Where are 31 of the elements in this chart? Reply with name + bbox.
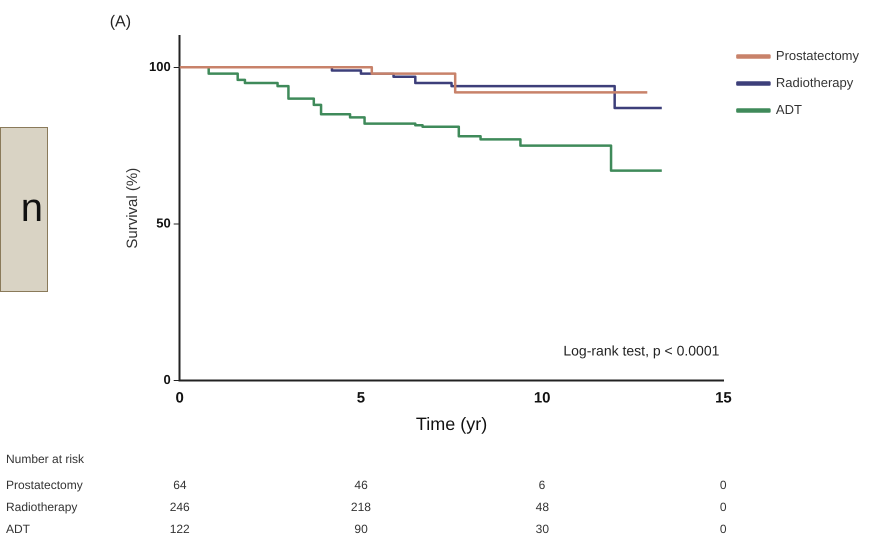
text: 0 (720, 522, 727, 536)
text: 6 (538, 478, 546, 492)
text: 46 (354, 478, 368, 492)
text: ADT (6, 522, 30, 536)
text: Prostatectomy (6, 478, 83, 492)
x-tick-label: 15 (715, 390, 732, 407)
text: Radiotherapy (6, 500, 78, 514)
text: 0 (720, 500, 727, 514)
legend-label: ADT (776, 102, 802, 118)
text: 64 (173, 478, 187, 492)
chart-title: (A) (110, 13, 132, 30)
y-axis-title: Survival (%) (124, 168, 142, 249)
text: 218 (350, 500, 371, 514)
y-tick-label: 100 (148, 58, 171, 74)
text: 30 (536, 522, 550, 536)
y-tick-label: 50 (156, 215, 171, 230)
text-box: n (0, 127, 48, 292)
legend-label: Prostatectomy (776, 48, 860, 64)
x-axis-title: Time (yr) (416, 414, 488, 434)
x-tick-label: 10 (534, 390, 551, 407)
legend-label: Radiotherapy (776, 75, 854, 90)
text: Number at risk (6, 452, 84, 466)
y-tick-label: 0 (163, 372, 171, 387)
text: 48 (536, 500, 550, 514)
text: 122 (170, 522, 190, 536)
text: 90 (354, 522, 368, 536)
x-tick-label: 0 (176, 390, 184, 407)
x-tick-label: 5 (356, 390, 366, 407)
text: 246 (170, 500, 190, 514)
annotation: Log-rank test, p < 0.0001 (563, 342, 720, 358)
text: 0 (720, 478, 727, 492)
